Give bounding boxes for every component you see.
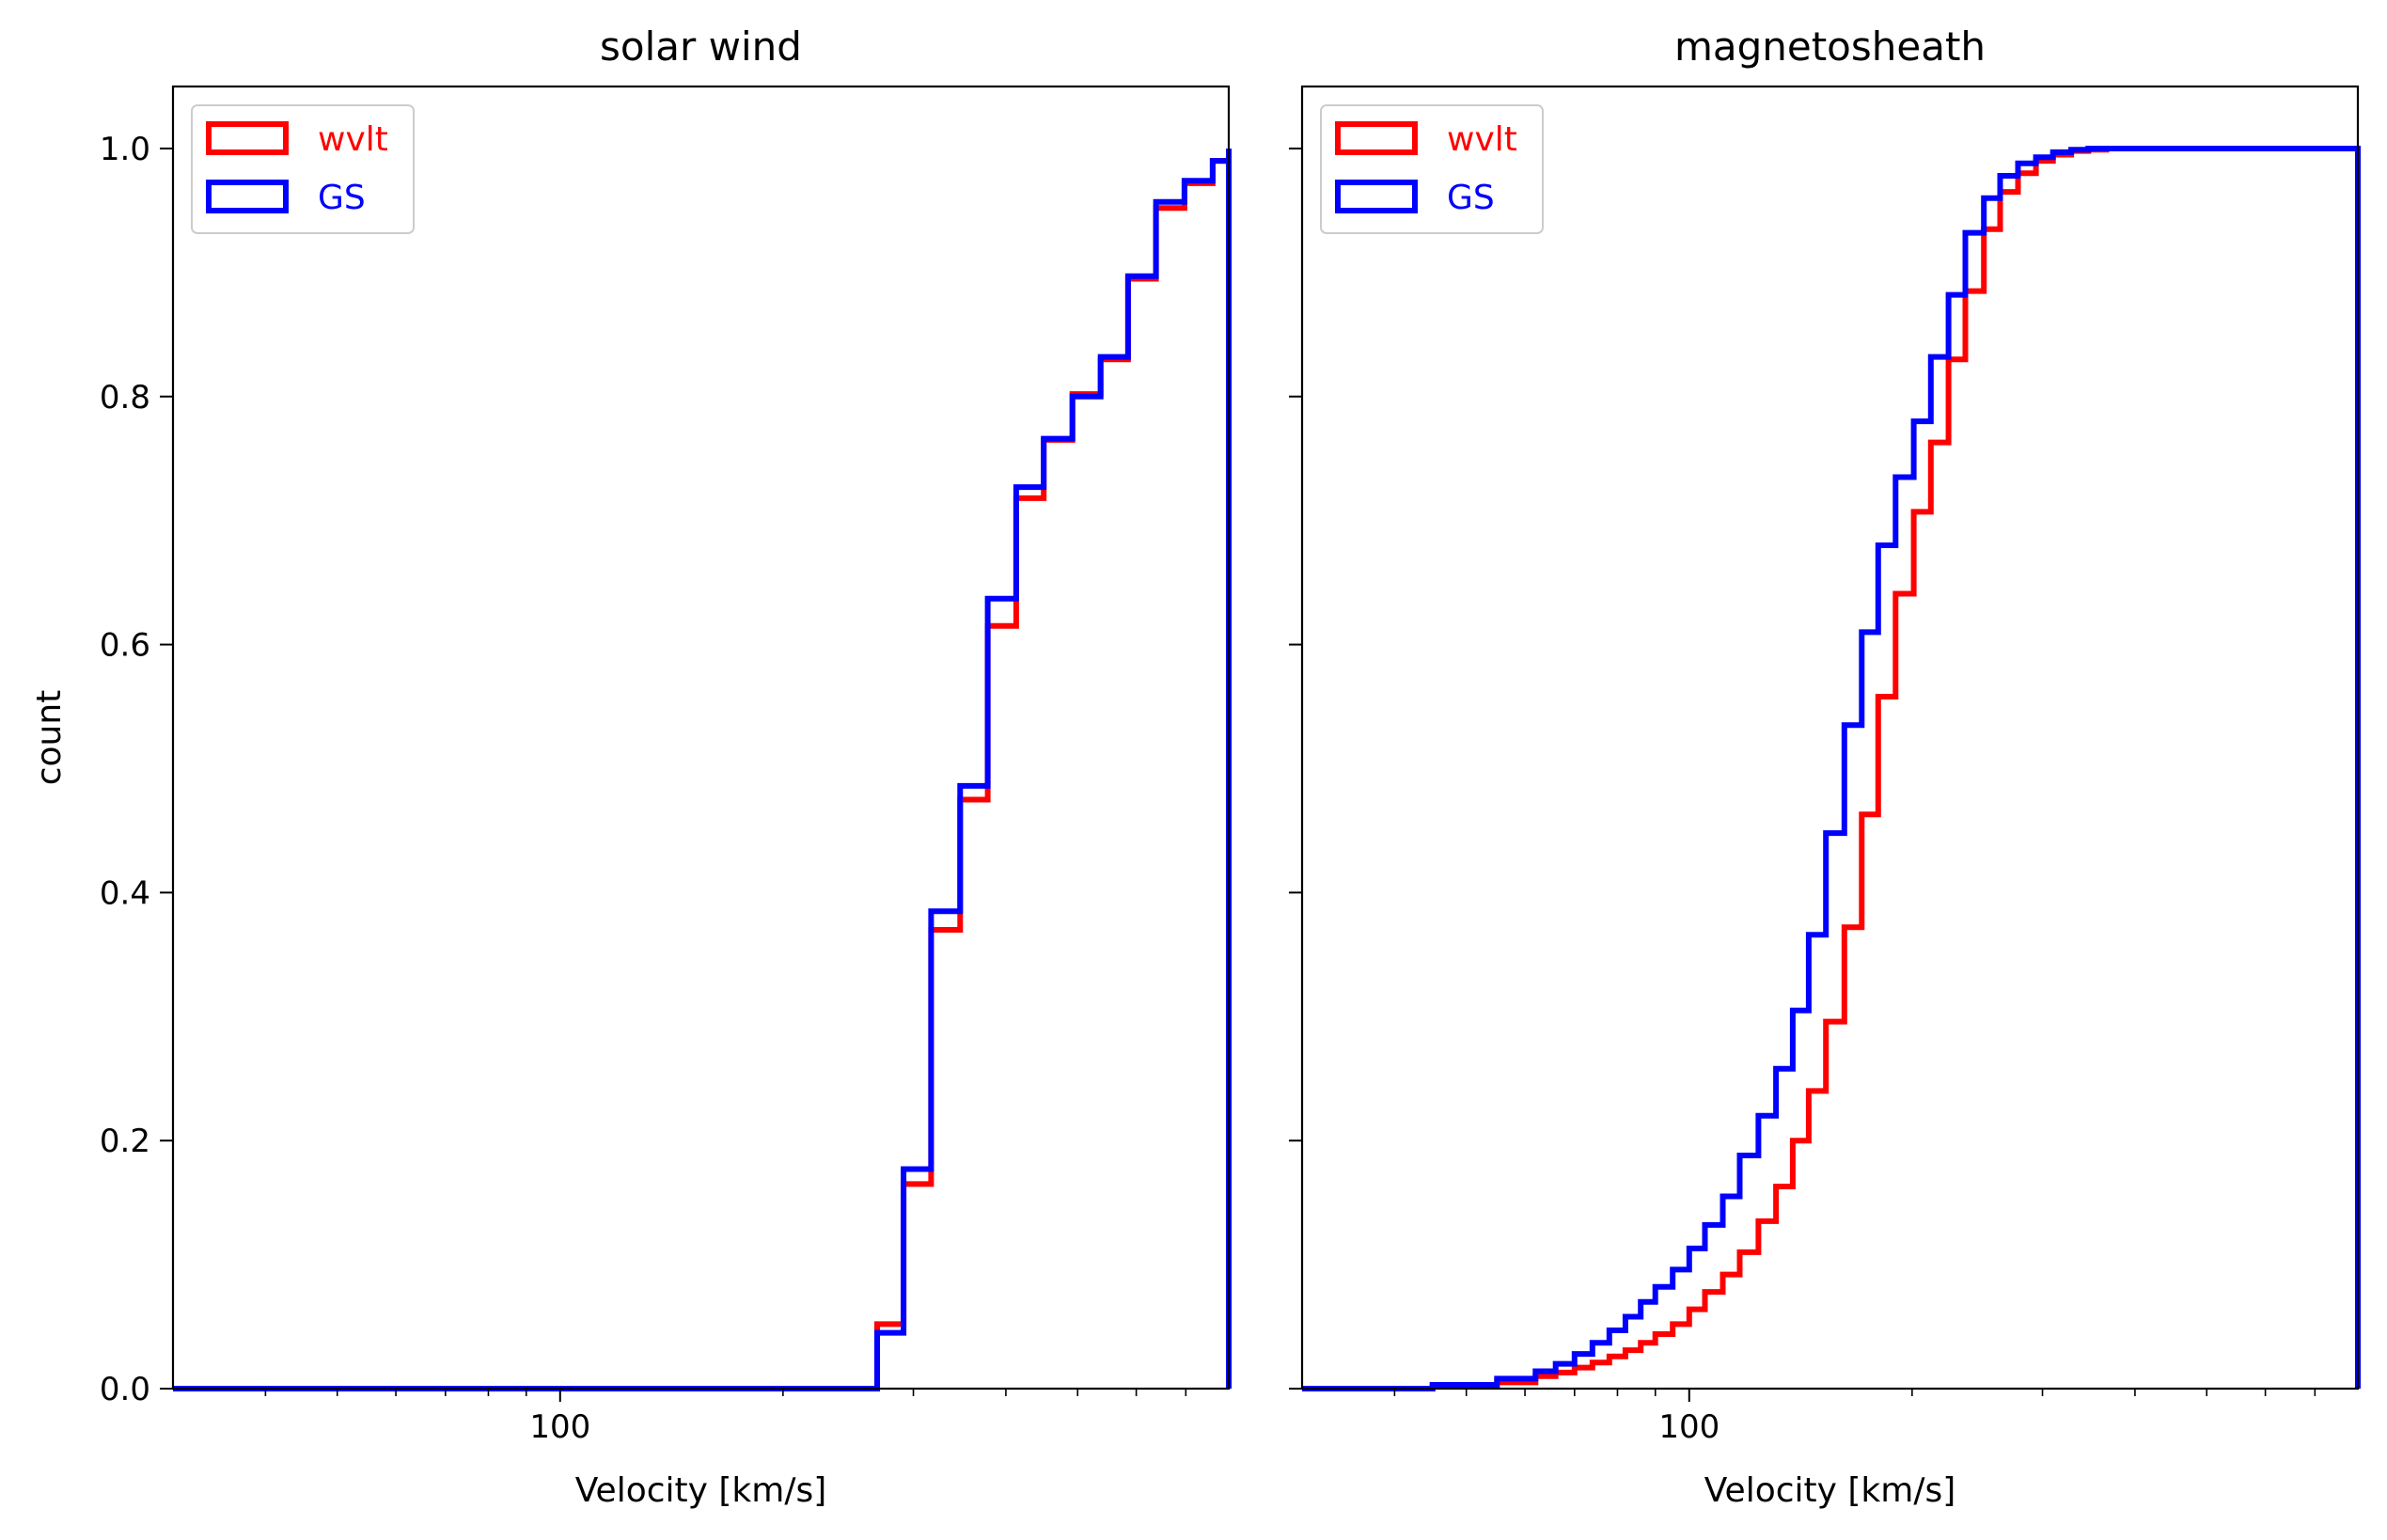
x-tick-label: 100 [1658, 1408, 1720, 1446]
legend-swatch-gs [1335, 180, 1418, 213]
plot-area [1302, 86, 2358, 1389]
series-line-gs [1302, 146, 2361, 1391]
y-tick-label: 0.4 [100, 874, 150, 912]
y-tick-label: 0.0 [100, 1371, 150, 1408]
y-tick-label: 1.0 [100, 131, 150, 168]
legend-label-gs: GS [1447, 179, 1495, 217]
y-tick-label: 0.6 [100, 627, 150, 665]
axes-frame [1300, 85, 2360, 1391]
chart-title: magnetosheath [1674, 24, 1986, 70]
legend: wvlt GS [1320, 104, 1544, 234]
legend-swatch-wvlt [1335, 121, 1418, 155]
x-tick-label: 100 [529, 1408, 590, 1446]
plot-area [173, 86, 1229, 1389]
x-axis-label: Velocity [km/s] [1704, 1471, 1956, 1510]
series-line-gs [173, 149, 1232, 1391]
legend-swatch-wvlt [206, 121, 289, 155]
chart-title: solar wind [600, 24, 802, 70]
legend-label-gs: GS [318, 179, 366, 217]
y-axis-label: count [30, 690, 69, 786]
legend: wvlt GS [191, 104, 415, 234]
panel-solar-wind: 100 0.0 0.2 0.4 0.6 0.8 1.0 solar wind Velocity … [30, 24, 1232, 1510]
axes-frame [171, 85, 1231, 1391]
legend-label-wvlt: wvlt [318, 120, 388, 159]
y-tick-label: 0.8 [100, 379, 150, 416]
panel-magnetosheath: 100 magnetosheath Velocity [km/s] wvlt GS [1289, 24, 2361, 1510]
legend-swatch-gs [206, 180, 289, 213]
x-axis-label: Velocity [km/s] [575, 1471, 827, 1510]
legend-box [1320, 104, 1544, 234]
legend-box [191, 104, 415, 234]
y-tick-label: 0.2 [100, 1123, 150, 1160]
legend-label-wvlt: wvlt [1447, 120, 1517, 159]
